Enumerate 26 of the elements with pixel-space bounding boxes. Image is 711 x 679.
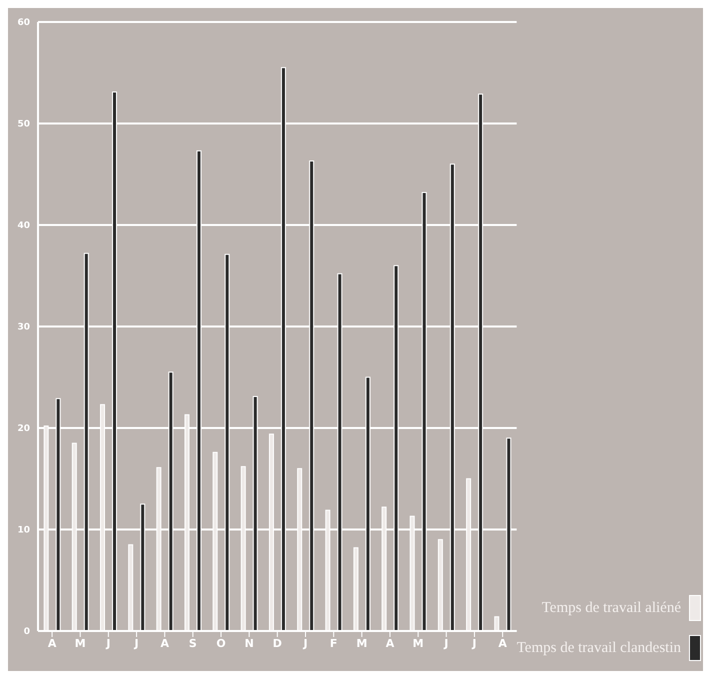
x-tick-label: N <box>244 636 254 650</box>
legend-label: Temps de travail aliéné <box>542 600 681 616</box>
x-tick-label: M <box>412 636 424 650</box>
y-tick-label: 50 <box>17 120 30 130</box>
legend-label: Temps de travail clandestin <box>516 640 681 656</box>
y-tick-label: 30 <box>17 322 30 333</box>
x-tick-label: A <box>160 636 170 650</box>
x-tick-label: J <box>471 636 476 650</box>
y-tick-label: 20 <box>17 424 30 434</box>
y-tick-label: 60 <box>17 18 30 28</box>
x-tick-label: S <box>188 636 197 650</box>
x-tick-label: M <box>356 636 368 650</box>
x-tick-label: J <box>134 636 139 650</box>
x-tick-label: D <box>272 636 282 650</box>
x-tick-label: O <box>216 636 226 650</box>
x-tick-label: F <box>330 636 338 650</box>
x-tick-label: J <box>443 636 448 650</box>
y-tick-label: 40 <box>17 221 30 232</box>
x-tick-label: J <box>302 636 308 650</box>
y-tick-label: 0 <box>24 627 30 638</box>
x-tick-label: J <box>105 636 110 650</box>
y-tick-label: 10 <box>17 526 30 536</box>
x-tick-label: M <box>74 636 86 650</box>
x-tick-label: A <box>386 636 395 650</box>
x-tick-label: A <box>498 636 508 650</box>
x-tick-label: A <box>48 636 57 650</box>
